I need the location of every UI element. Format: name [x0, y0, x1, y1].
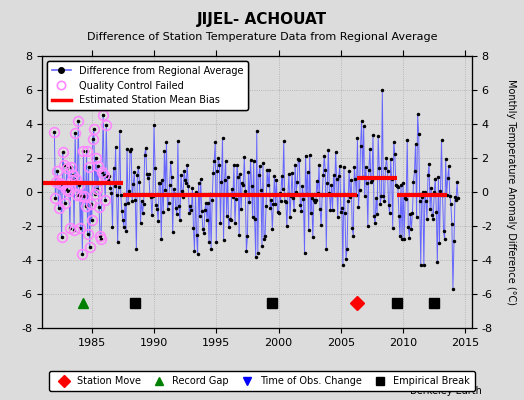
Legend: Difference from Regional Average, Quality Control Failed, Estimated Station Mean: Difference from Regional Average, Qualit… — [47, 61, 248, 110]
Legend: Station Move, Record Gap, Time of Obs. Change, Empirical Break: Station Move, Record Gap, Time of Obs. C… — [49, 372, 475, 391]
Text: Difference of Station Temperature Data from Regional Average: Difference of Station Temperature Data f… — [87, 32, 437, 42]
Y-axis label: Monthly Temperature Anomaly Difference (°C): Monthly Temperature Anomaly Difference (… — [506, 79, 516, 305]
Text: JIJEL- ACHOUAT: JIJEL- ACHOUAT — [197, 12, 327, 27]
Text: Berkeley Earth: Berkeley Earth — [410, 386, 482, 396]
